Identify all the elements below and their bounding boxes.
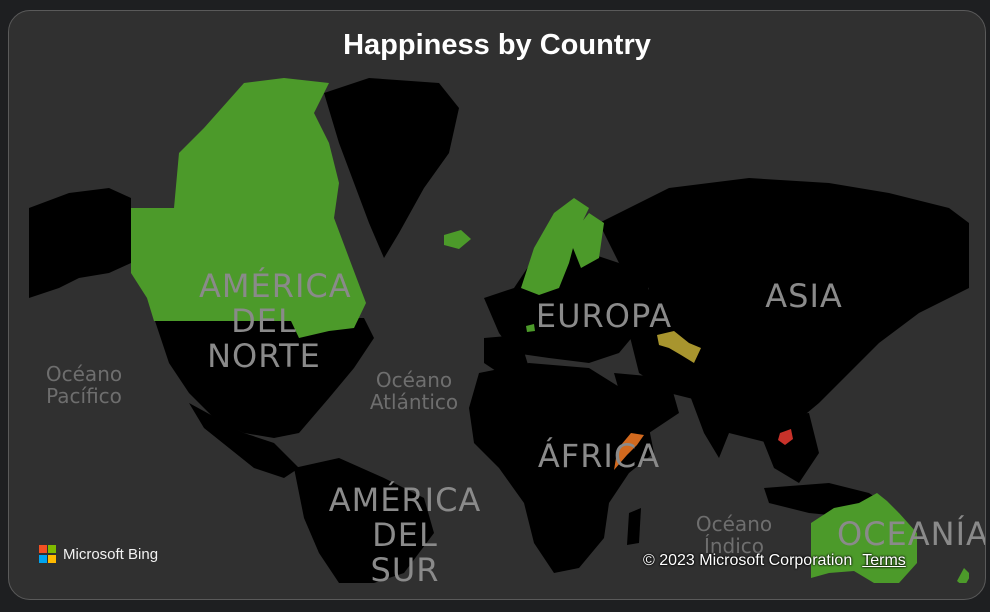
label-oceania: OCEANÍA [837,515,986,553]
iberia-shape [484,335,529,373]
label-south-america: AMÉRICA DEL SUR [328,481,482,590]
southeast-asia-shape [754,413,819,483]
bing-brand-text: Microsoft Bing [63,545,159,563]
label-europe: EUROPA [535,297,673,335]
map-copyright: © 2023 Microsoft Corporation Terms [643,552,906,570]
label-pacific-ocean: Océano Pacífico [45,362,123,408]
usa-shape [154,318,374,438]
arabia-shape [614,373,679,433]
scandinavia-region [521,198,604,295]
asia-shape [599,178,969,443]
label-north-america: AMÉRICA DEL NORTE [199,267,352,376]
cambodia-region [778,429,793,445]
map-canvas[interactable]: AMÉRICA DEL NORTE AMÉRICA DEL SUR EUROPA… [29,73,985,588]
canada-region [131,78,366,338]
terms-link[interactable]: Terms [862,552,906,569]
australia-region [811,493,917,583]
land-masses [29,78,969,583]
iceland-region [444,230,471,249]
map-title: Happiness by Country [343,29,651,61]
label-indian-ocean: Océano Índico [695,512,773,558]
netherlands-region [526,324,535,332]
microsoft-logo-icon [39,545,57,563]
label-asia: ASIA [765,277,843,315]
highlighted-countries [131,78,969,583]
label-atlantic-ocean: Océano Atlántico [369,368,459,414]
label-africa: ÁFRICA [537,437,661,475]
mexico-shape [189,403,299,478]
new-zealand-region [957,568,969,583]
japan-shape [879,288,897,328]
somalia-region [614,433,644,470]
alaska-shape [29,188,131,298]
world-map [29,78,969,583]
madagascar-shape [627,508,641,545]
copyright-text: © 2023 Microsoft Corporation [643,552,853,569]
uzbekistan-region [657,331,701,363]
map-card: Happiness by Country [8,10,986,600]
bing-attribution: Microsoft Bing [39,545,158,563]
greenland-shape [324,78,459,258]
africa-shape [469,363,654,573]
south-america-shape [294,458,434,583]
india-shape [689,393,734,458]
